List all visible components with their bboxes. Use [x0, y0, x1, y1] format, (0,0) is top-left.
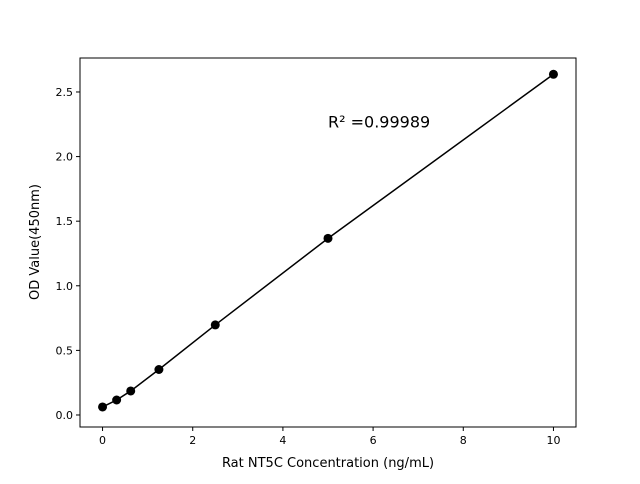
data-point: [323, 233, 333, 243]
x-tick-label: 6: [370, 434, 377, 447]
x-tick-label: 4: [279, 434, 286, 447]
data-point: [126, 386, 136, 396]
x-axis-ticks: 0 2 4 6 8 10: [99, 427, 560, 447]
series-group: [98, 69, 558, 412]
x-axis-label: Rat NT5C Concentration (ng/mL): [222, 456, 434, 471]
data-point: [548, 69, 558, 79]
data-point: [98, 402, 108, 412]
r-squared-annotation: R² =0.99989: [328, 112, 430, 131]
y-axis-ticks: 0.0 0.5 1.0 1.5 2.0 2.5: [56, 86, 80, 422]
y-tick-label: 1.0: [56, 280, 74, 293]
data-point: [154, 365, 164, 375]
x-tick-label: 2: [189, 434, 196, 447]
x-tick-label: 0: [99, 434, 106, 447]
data-point: [210, 320, 220, 330]
y-tick-label: 0.5: [56, 344, 74, 357]
y-tick-label: 2.0: [56, 151, 74, 164]
y-tick-label: 0.0: [56, 409, 74, 422]
y-axis-label: OD Value(450nm): [28, 184, 43, 300]
x-tick-label: 8: [460, 434, 467, 447]
y-tick-label: 2.5: [56, 86, 74, 99]
x-tick-label: 10: [546, 434, 560, 447]
y-tick-label: 1.5: [56, 215, 74, 228]
data-point: [112, 395, 122, 405]
